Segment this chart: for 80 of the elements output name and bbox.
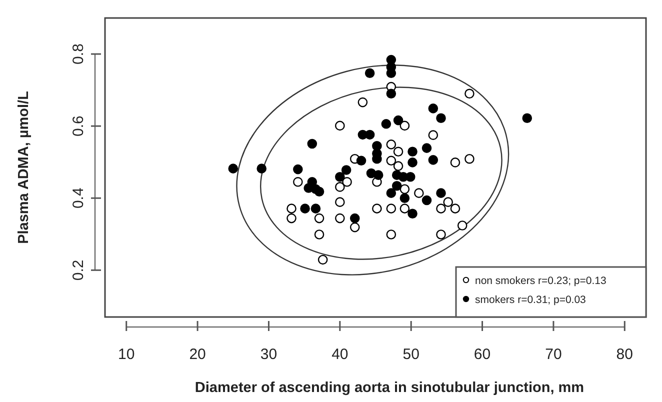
point xyxy=(464,88,474,99)
point xyxy=(386,156,396,166)
point xyxy=(286,204,296,214)
x-tick-label: 70 xyxy=(545,346,562,363)
point xyxy=(341,165,352,175)
point xyxy=(364,68,375,78)
point xyxy=(400,204,410,214)
point xyxy=(400,184,410,194)
point xyxy=(358,97,368,108)
point xyxy=(372,204,382,214)
y-tick-label: 0.8 xyxy=(70,44,87,64)
point xyxy=(436,188,446,198)
point xyxy=(393,146,404,157)
x-tick-label: 60 xyxy=(474,346,491,363)
x-axis-title: Diameter of ascending aorta in sinotubular junction, mm xyxy=(194,380,584,396)
point xyxy=(464,154,474,164)
point xyxy=(293,177,303,187)
x-tick-label: 10 xyxy=(118,346,135,363)
point xyxy=(228,164,238,174)
point xyxy=(400,193,410,204)
point xyxy=(386,188,396,198)
point xyxy=(422,195,432,206)
point xyxy=(436,230,446,240)
point xyxy=(364,130,375,140)
point xyxy=(256,164,267,174)
point xyxy=(318,254,328,265)
y-tick-label: 0.2 xyxy=(70,260,87,281)
point xyxy=(408,146,418,157)
point xyxy=(428,155,438,165)
point xyxy=(314,213,324,224)
point xyxy=(342,177,352,187)
x-tick-label: 50 xyxy=(402,346,420,363)
point xyxy=(350,213,360,224)
point xyxy=(428,130,438,140)
point xyxy=(314,186,324,197)
point xyxy=(356,156,366,166)
x-tick-label: 80 xyxy=(616,346,633,363)
point xyxy=(335,172,345,182)
point xyxy=(381,119,392,129)
point xyxy=(335,120,345,131)
point xyxy=(373,170,384,180)
point xyxy=(300,204,310,214)
point xyxy=(386,88,396,99)
point xyxy=(392,180,402,191)
point xyxy=(393,161,404,171)
x-tick-label: 30 xyxy=(260,346,278,363)
x-tick-label: 20 xyxy=(189,346,206,363)
point xyxy=(400,120,410,131)
point xyxy=(422,143,432,153)
point xyxy=(335,182,345,192)
point xyxy=(293,164,303,174)
point xyxy=(393,115,404,126)
point xyxy=(408,208,418,218)
legend-label: non smokers r=0.23; p=0.13 xyxy=(475,275,606,287)
point xyxy=(450,204,460,214)
y-tick-label: 0.4 xyxy=(70,188,87,209)
point xyxy=(310,204,321,214)
y-tick-label: 0.6 xyxy=(70,116,87,136)
point xyxy=(335,197,345,207)
point xyxy=(386,230,396,240)
point xyxy=(350,222,360,232)
point xyxy=(443,197,454,207)
point xyxy=(428,104,438,114)
point xyxy=(286,213,296,224)
point xyxy=(522,113,532,124)
x-tick-label: 40 xyxy=(332,346,348,363)
y-axis-title: Plasma ADMA, µmol/L xyxy=(16,90,32,244)
point xyxy=(450,158,460,168)
point xyxy=(335,213,345,224)
point xyxy=(307,138,318,149)
point xyxy=(408,158,418,168)
point xyxy=(436,113,446,124)
point xyxy=(405,172,416,182)
point xyxy=(386,140,396,150)
point xyxy=(314,230,324,240)
point xyxy=(414,188,424,198)
point xyxy=(386,204,396,214)
point xyxy=(436,204,446,214)
legend-label: smokers r=0.31; p=0.03 xyxy=(475,294,586,306)
point xyxy=(457,220,468,230)
